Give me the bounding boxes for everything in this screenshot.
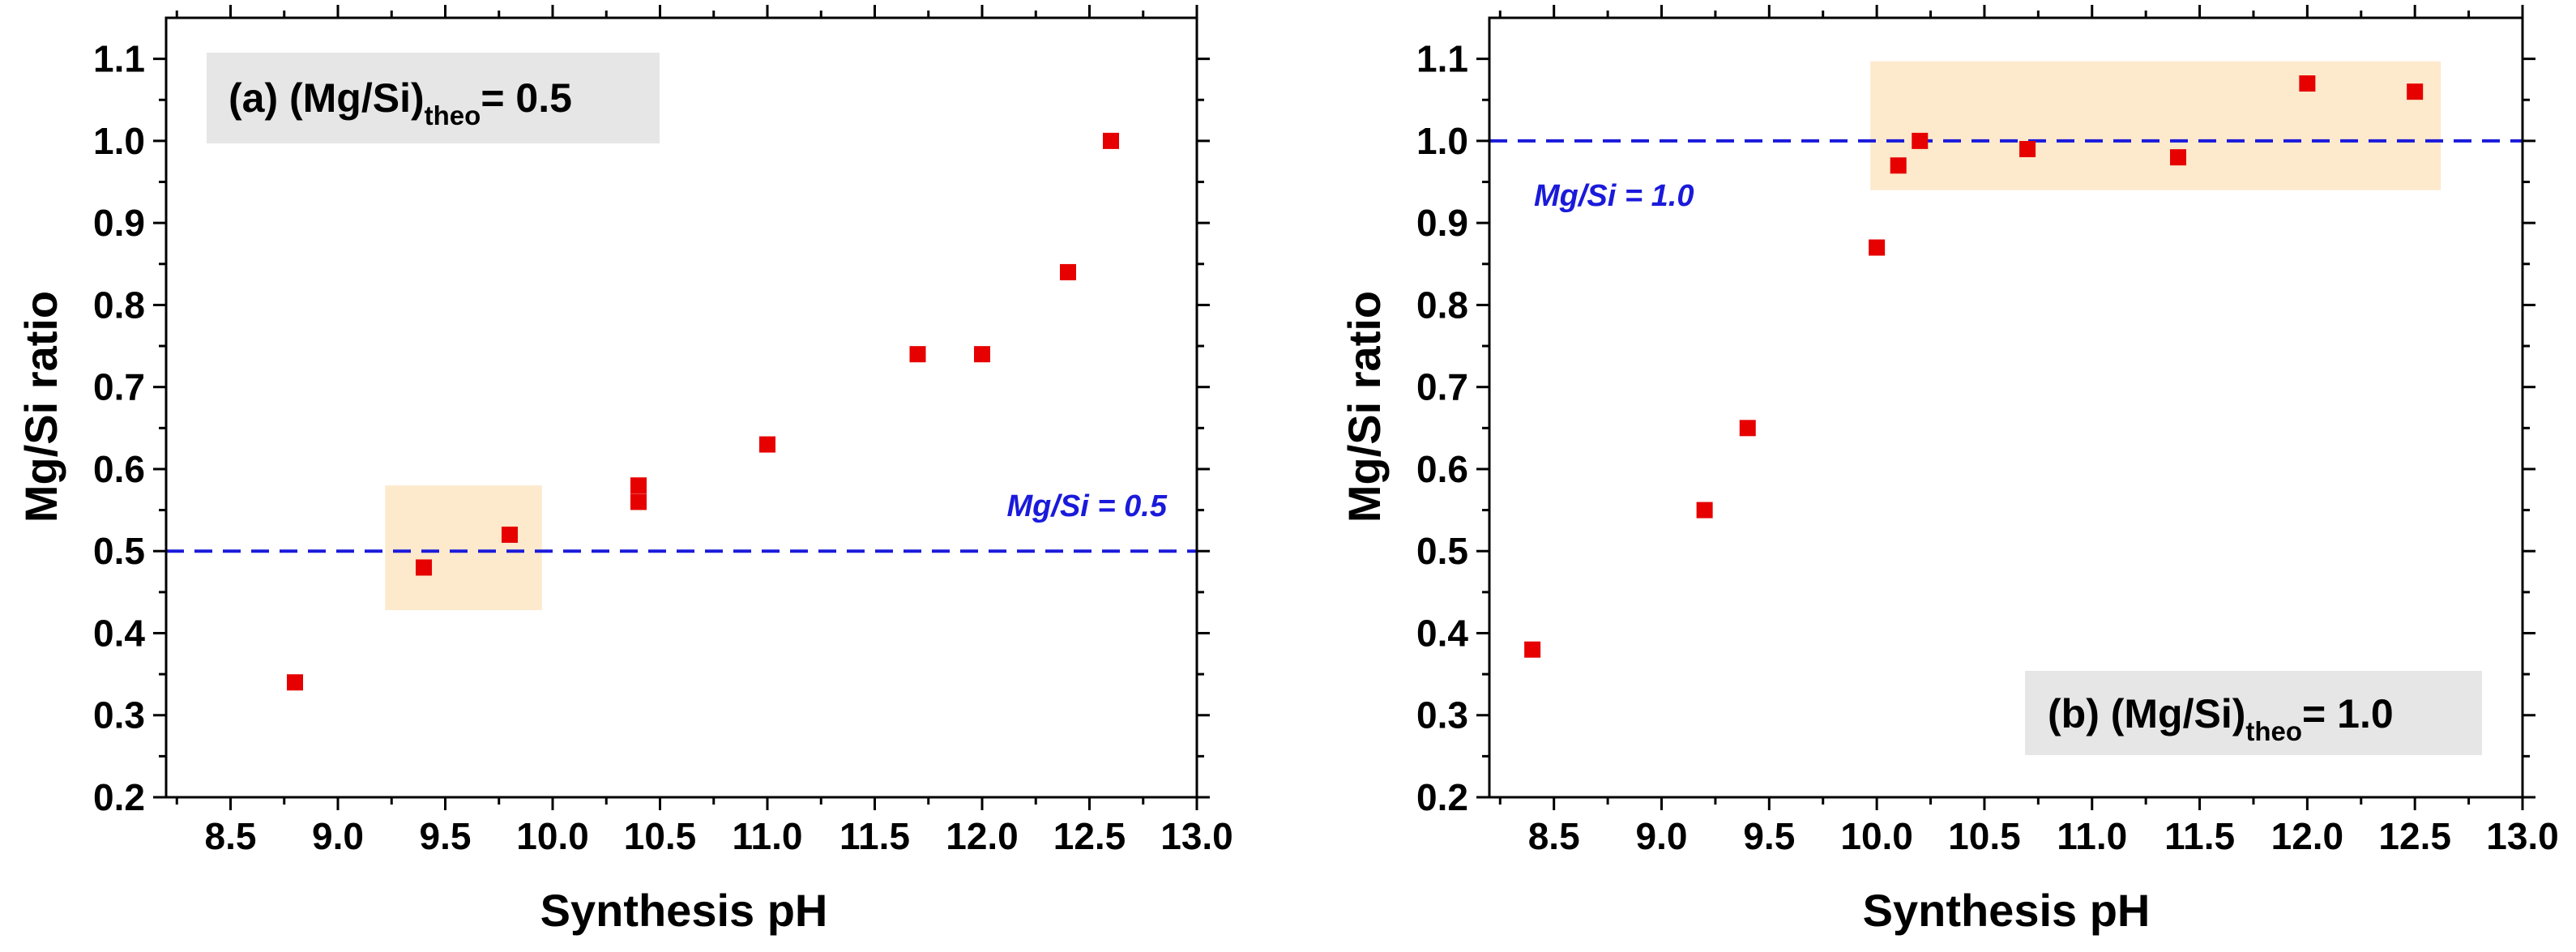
plot-border [164, 16, 1198, 799]
y-tick-label: 0.2 [1416, 776, 1468, 818]
y-tick-label: 0.3 [93, 694, 145, 736]
x-tick-label: 10.5 [1948, 815, 2021, 857]
x-tick-label: 11.0 [733, 815, 803, 857]
axes-frame [1488, 16, 2524, 799]
y-tick-label: 0.6 [93, 448, 145, 490]
y-tick-label: 0.9 [1416, 202, 1468, 244]
panel-label-box [207, 53, 660, 143]
highlight-region [1870, 61, 2441, 190]
data-points [1524, 75, 2424, 658]
panel-label-text: (a) (Mg/Si)theo= 0.5 [229, 75, 572, 130]
y-tick-label: 0.5 [93, 530, 145, 572]
panel-label: (b) (Mg/Si)theo= 1.0 [2025, 671, 2482, 755]
panel-label: (a) (Mg/Si)theo= 0.5 [207, 53, 660, 143]
data-point [1524, 641, 1541, 658]
data-point [2019, 141, 2036, 158]
data-point [2407, 83, 2424, 100]
panel-label-box [2025, 671, 2482, 755]
y-tick-label: 0.3 [1416, 694, 1468, 736]
data-point [630, 477, 647, 494]
x-tick-label: 12.0 [2271, 815, 2344, 857]
x-tick-label: 10.0 [1840, 815, 1913, 857]
x-tick-label: 13.0 [2486, 815, 2559, 857]
x-tick-label: 11.5 [2164, 815, 2235, 857]
x-tick-label: 11.5 [839, 815, 910, 857]
data-point [1103, 132, 1119, 149]
panel-label-text: (b) (Mg/Si)theo= 1.0 [2048, 691, 2394, 746]
data-point [1912, 132, 1929, 149]
data-point [1696, 502, 1713, 519]
x-tick-label: 9.5 [1743, 815, 1795, 857]
x-tick-label: 13.0 [1160, 815, 1233, 857]
x-tick-label: 9.0 [312, 815, 364, 857]
data-point [502, 526, 518, 543]
x-tick-label: 9.5 [420, 815, 472, 857]
chart-panel-b: Mg/Si = 1.0 8.5 9.0 9.5 10.0 10.5 11.0 11.5 12.… [1339, 5, 2559, 936]
y-tick-label: 0.8 [93, 284, 145, 326]
y-tick-label: 0.4 [93, 612, 145, 654]
y-axis-title: Mg/Si ratio [15, 291, 66, 523]
x-tick-label: 12.5 [1053, 815, 1126, 857]
highlight-region [385, 485, 542, 611]
panel-label-subscript: theo [2245, 716, 2302, 746]
data-point [1060, 263, 1076, 280]
x-tick-label: 8.5 [205, 815, 257, 857]
panel-label-suffix: = 0.5 [481, 75, 572, 121]
y-tick-label: 0.2 [93, 776, 145, 818]
y-tick-label: 0.7 [93, 366, 145, 408]
data-points [287, 132, 1119, 691]
y-tick-label: 1.1 [1416, 38, 1468, 80]
axis-ticks: 8.5 9.0 9.5 10.0 10.5 11.0 11.5 12.0 12.5 13.0 0.2… [1416, 5, 2559, 857]
axes-frame [164, 16, 1198, 799]
y-tick-label: 0.4 [1416, 612, 1468, 654]
chart-panel-a: Mg/Si = 0.5 8.5 9.0 9.5 10.0 10.5 11.0 11.5 12.… [15, 5, 1233, 936]
data-point [759, 436, 775, 453]
x-axis-title: Synthesis pH [1863, 885, 2151, 936]
x-tick-label: 11.0 [2057, 815, 2127, 857]
data-point [1739, 420, 1756, 437]
panel-label-subscript: theo [425, 100, 481, 130]
x-tick-label: 8.5 [1528, 815, 1580, 857]
x-tick-label: 9.0 [1636, 815, 1688, 857]
x-tick-label: 10.0 [516, 815, 589, 857]
axis-ticks: 8.5 9.0 9.5 10.0 10.5 11.0 11.5 12.0 12.5 13.0 0.2… [93, 5, 1233, 857]
data-point [974, 346, 990, 363]
data-point [2299, 75, 2316, 92]
y-tick-label: 0.8 [1416, 284, 1468, 326]
x-tick-label: 12.0 [946, 815, 1019, 857]
y-tick-label: 0.7 [1416, 366, 1468, 408]
y-tick-label: 1.0 [1416, 120, 1468, 162]
data-point [2170, 149, 2186, 166]
y-tick-label: 0.5 [1416, 530, 1468, 572]
x-tick-label: 10.5 [624, 815, 697, 857]
y-tick-label: 0.6 [1416, 448, 1468, 490]
y-tick-label: 1.0 [93, 120, 145, 162]
panel-label-prefix: (b) (Mg/Si) [2048, 691, 2245, 736]
y-axis-title: Mg/Si ratio [1339, 291, 1390, 523]
data-point [630, 493, 647, 510]
y-tick-label: 1.1 [93, 38, 145, 80]
data-point [1890, 157, 1907, 174]
y-tick-label: 0.9 [93, 202, 145, 244]
panel-label-prefix: (a) (Mg/Si) [229, 75, 425, 121]
data-point [909, 346, 926, 363]
reference-line-label: Mg/Si = 1.0 [1534, 179, 1694, 213]
plot-border [1488, 16, 2524, 799]
x-axis-title: Synthesis pH [540, 885, 828, 936]
data-point [416, 559, 432, 576]
reference-line-label: Mg/Si = 0.5 [1007, 489, 1168, 523]
data-point [1869, 239, 1886, 256]
panel-label-suffix: = 1.0 [2302, 691, 2394, 736]
data-point [287, 674, 303, 691]
x-tick-label: 12.5 [2378, 815, 2451, 857]
